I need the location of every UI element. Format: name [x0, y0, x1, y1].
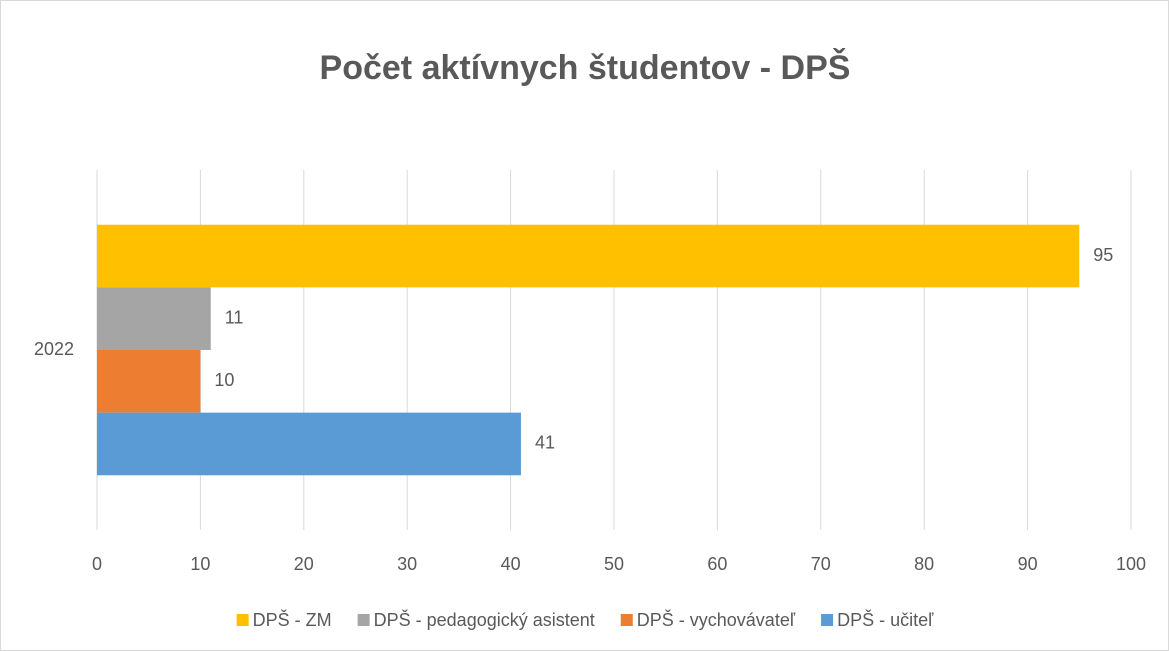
chart-title: Počet aktívnych študentov - DPŠ	[320, 48, 851, 87]
x-tick-label: 50	[604, 554, 624, 574]
bar	[97, 412, 521, 476]
x-tick-label: 90	[1018, 554, 1038, 574]
data-label: 11	[225, 307, 244, 327]
data-label: 95	[1093, 245, 1113, 265]
legend-swatch	[357, 614, 370, 626]
x-tick-label: 40	[501, 554, 521, 574]
x-tick-label: 100	[1116, 554, 1146, 574]
x-tick-label: 20	[294, 554, 314, 574]
x-tick-label: 80	[914, 554, 934, 574]
data-label: 41	[535, 433, 555, 453]
x-tick-label: 60	[707, 554, 727, 574]
legend-swatch	[821, 614, 834, 626]
data-label: 10	[214, 370, 234, 390]
legend-label: DPŠ - pedagogický asistent	[374, 609, 595, 630]
x-tick-label: 30	[397, 554, 417, 574]
legend-label: DPŠ - učiteľ	[837, 609, 934, 630]
x-tick-label: 70	[811, 554, 831, 574]
legend-swatch	[620, 614, 633, 626]
x-tick-label: 10	[190, 554, 210, 574]
y-tick-label: 2022	[34, 339, 74, 359]
legend-label: DPŠ - vychovávateľ	[637, 609, 796, 630]
bar	[97, 350, 201, 413]
legend-swatch	[236, 614, 249, 626]
legend-label: DPŠ - ZM	[253, 609, 332, 630]
x-tick-label: 0	[92, 554, 102, 574]
bar	[97, 287, 211, 350]
bar	[97, 224, 1080, 288]
